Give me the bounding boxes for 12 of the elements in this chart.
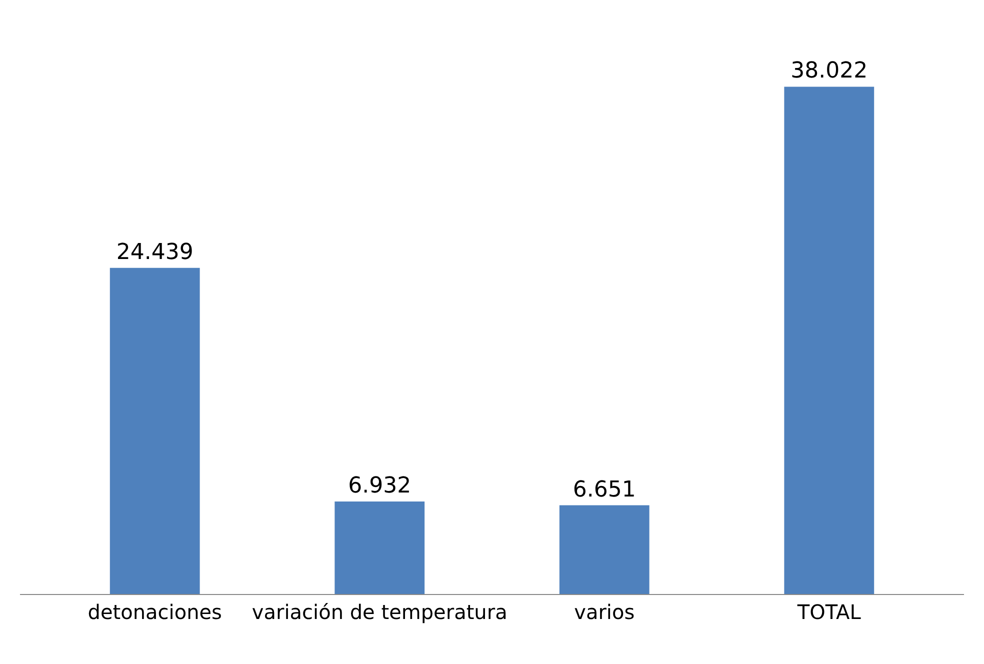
bar [559,505,650,594]
bar [110,268,200,594]
x-tick-label: detonaciones [88,600,222,624]
bar [784,86,874,594]
data-label: 24.439 [116,240,194,265]
x-tick-label: TOTAL [796,600,862,624]
x-tick-label: variación de temperatura [252,600,508,624]
data-label: 6.932 [348,474,412,499]
data-label: 38.022 [790,58,868,84]
data-label: 6.651 [572,477,636,502]
x-tick-label: varios [574,600,635,624]
bar [334,502,425,594]
